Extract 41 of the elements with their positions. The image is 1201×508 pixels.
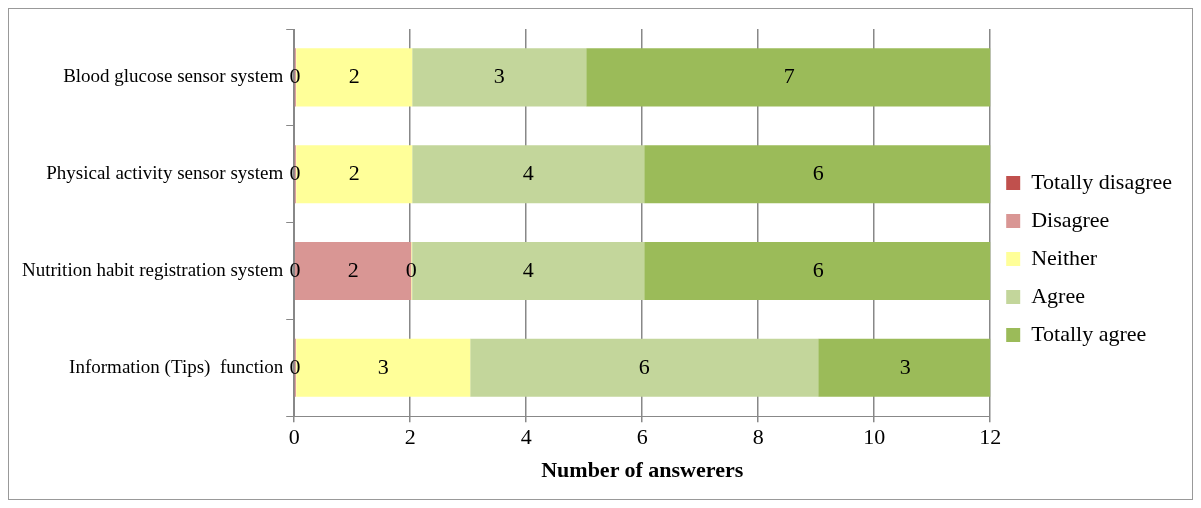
data-label: 6 — [638, 353, 650, 379]
x-tick-label: 4 — [520, 424, 532, 450]
legend-label: Totally disagree — [1031, 168, 1173, 194]
y-tick-label: Blood glucose sensor system — [63, 65, 284, 87]
data-label: 3 — [377, 353, 389, 379]
x-tick-label: 6 — [636, 424, 648, 450]
legend-label: Totally agree — [1031, 320, 1147, 346]
legend-label: Neither — [1031, 244, 1098, 270]
data-label: 0 — [289, 353, 301, 379]
bar — [586, 48, 991, 107]
data-label: 6 — [812, 256, 824, 282]
data-label: 6 — [812, 159, 824, 185]
x-tick-label: 12 — [979, 424, 1002, 450]
data-label: 0 — [289, 63, 301, 89]
data-label: 2 — [348, 159, 360, 185]
y-tick-label: Information (Tips) function — [69, 355, 284, 378]
y-tick-label: Nutrition habit registration system — [21, 258, 284, 280]
data-label: 2 — [348, 63, 360, 89]
data-label: 3 — [899, 353, 911, 379]
data-label: 7 — [783, 63, 795, 89]
bar — [644, 145, 991, 204]
bar — [818, 338, 991, 397]
data-label: 0 — [289, 159, 301, 185]
legend-label: Disagree — [1031, 206, 1110, 232]
data-label: 0 — [289, 256, 301, 282]
bar — [470, 338, 819, 397]
x-axis-title: Number of answerers — [541, 457, 744, 483]
data-label: 2 — [347, 256, 359, 282]
legend-label: Agree — [1031, 282, 1085, 308]
data-label: 4 — [522, 256, 534, 282]
bar — [412, 48, 587, 107]
x-tick-label: 10 — [863, 424, 886, 450]
x-tick-label: 0 — [288, 424, 300, 450]
data-label: 3 — [493, 63, 505, 89]
x-tick-label: 8 — [752, 424, 764, 450]
data-label: 0 — [405, 256, 417, 282]
bar — [412, 145, 645, 204]
x-tick-label: 2 — [404, 424, 416, 450]
data-label: 4 — [522, 159, 534, 185]
y-tick-label: Physical activity sensor system — [46, 162, 284, 184]
bar — [644, 241, 991, 301]
